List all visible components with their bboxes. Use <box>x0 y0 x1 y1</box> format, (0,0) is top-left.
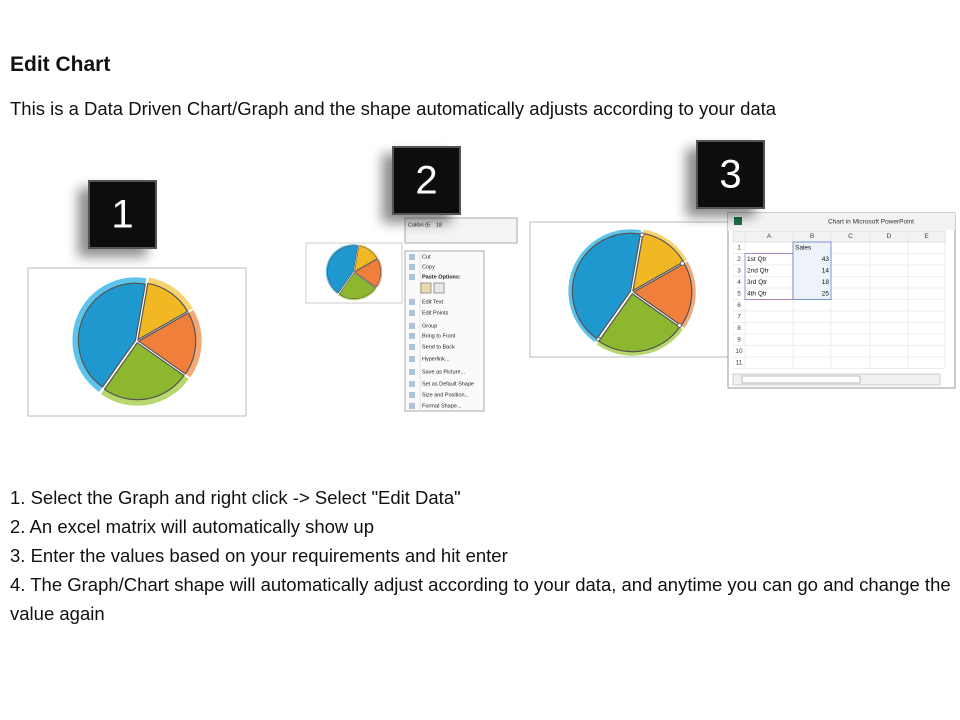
column-header: A <box>767 233 772 240</box>
cell: 18 <box>822 279 830 286</box>
instruction: 1. Select the Graph and right click -> S… <box>10 487 461 508</box>
cell: 25 <box>822 290 830 297</box>
instructions: 1. Select the Graph and right click -> S… <box>10 483 955 628</box>
scroll-thumb <box>741 375 861 384</box>
row-number: 8 <box>737 325 741 332</box>
menu-icon <box>409 356 415 362</box>
cell: 3rd Qtr <box>747 279 768 286</box>
step-number: 1 <box>111 193 133 237</box>
mini-toolbar <box>404 217 518 244</box>
menu-icon <box>409 381 415 387</box>
context-menu <box>404 250 485 412</box>
menu-item: Paste Options: <box>422 274 461 280</box>
menu-item: Hyperlink... <box>422 356 450 362</box>
pie-slice <box>77 282 147 388</box>
pie-slice <box>137 312 197 375</box>
menu-icon <box>409 254 415 260</box>
row-number: 7 <box>737 313 741 320</box>
column-header: E <box>924 233 929 240</box>
row-number: 5 <box>737 290 741 297</box>
column-header: C <box>848 233 853 240</box>
menu-icon <box>409 403 415 409</box>
menu-item: Save as Picture... <box>422 369 466 375</box>
menu-item: Group <box>422 323 437 329</box>
cell: 4th Qtr <box>747 290 768 297</box>
pie-slice <box>571 232 642 340</box>
step-number: 3 <box>719 153 741 197</box>
menu-icon <box>409 323 415 329</box>
excel-icon <box>734 217 742 225</box>
instruction: 2. An excel matrix will automatically sh… <box>10 516 374 537</box>
step-number: 2 <box>415 159 437 203</box>
menu-icon <box>409 369 415 375</box>
font-size: 18 <box>436 222 442 228</box>
menu-item: Set as Default Shape <box>422 381 474 387</box>
instruction: 3. Enter the values based on your requir… <box>10 545 508 566</box>
edit-point <box>679 260 685 266</box>
row-number: 10 <box>735 348 743 355</box>
pie-slice <box>137 282 189 341</box>
window-title: Chart in Microsoft PowerPoint <box>828 219 914 226</box>
pie-slice <box>598 292 681 353</box>
step-box <box>696 140 765 209</box>
menu-item: Edit Points <box>422 310 449 316</box>
row-number: 1 <box>737 244 741 251</box>
selection-frame <box>27 267 247 417</box>
cell: 43 <box>822 256 830 263</box>
menu-item: Edit Text <box>422 299 443 305</box>
pie-slice <box>354 258 382 288</box>
row-number: 3 <box>737 267 741 274</box>
pie-slice <box>354 245 378 272</box>
selection-frame <box>305 242 403 304</box>
row-number: 4 <box>737 279 741 286</box>
cell: 2nd Qtr <box>747 267 770 274</box>
menu-icon <box>409 344 415 350</box>
pie-slice <box>632 262 693 327</box>
pie-slice <box>338 272 376 300</box>
column-header-bar <box>732 230 946 243</box>
menu-item: Cut <box>422 254 431 260</box>
cell: 1st Qtr <box>747 256 767 263</box>
menu-icon <box>409 310 415 316</box>
paste-icon <box>433 282 445 294</box>
menu-item: Copy <box>422 264 435 270</box>
pie-slice <box>326 245 359 294</box>
instruction: 4. The Graph/Chart shape will automatica… <box>10 574 951 624</box>
menu-item: Size and Position... <box>422 392 470 398</box>
cell: Sales <box>795 244 812 251</box>
font-name: Calibri (E <box>408 222 431 228</box>
excel-titlebar <box>728 213 955 230</box>
pie-slice <box>103 341 185 401</box>
menu-icon <box>409 274 415 280</box>
step-box <box>88 180 157 249</box>
menu-item: Bring to Front <box>422 333 456 339</box>
subtitle: This is a Data Driven Chart/Graph and th… <box>10 98 777 119</box>
step-box <box>392 146 461 215</box>
menu-icon <box>409 299 415 305</box>
row-number: 9 <box>737 336 741 343</box>
edit-point <box>639 232 645 238</box>
column-header: D <box>887 233 892 240</box>
row-number: 2 <box>737 256 741 263</box>
paste-icon <box>420 282 432 294</box>
menu-item: Format Shape... <box>422 403 462 409</box>
menu-item: Send to Back <box>422 344 455 350</box>
row-number: 11 <box>736 359 743 366</box>
row-number: 6 <box>737 302 741 309</box>
menu-icon <box>409 264 415 270</box>
edit-point <box>676 322 682 328</box>
cell: 14 <box>822 267 830 274</box>
column-header: B <box>810 233 814 240</box>
data-range <box>792 241 832 300</box>
menu-icon <box>409 333 415 339</box>
menu-icon <box>409 392 415 398</box>
title: Edit Chart <box>10 53 111 76</box>
